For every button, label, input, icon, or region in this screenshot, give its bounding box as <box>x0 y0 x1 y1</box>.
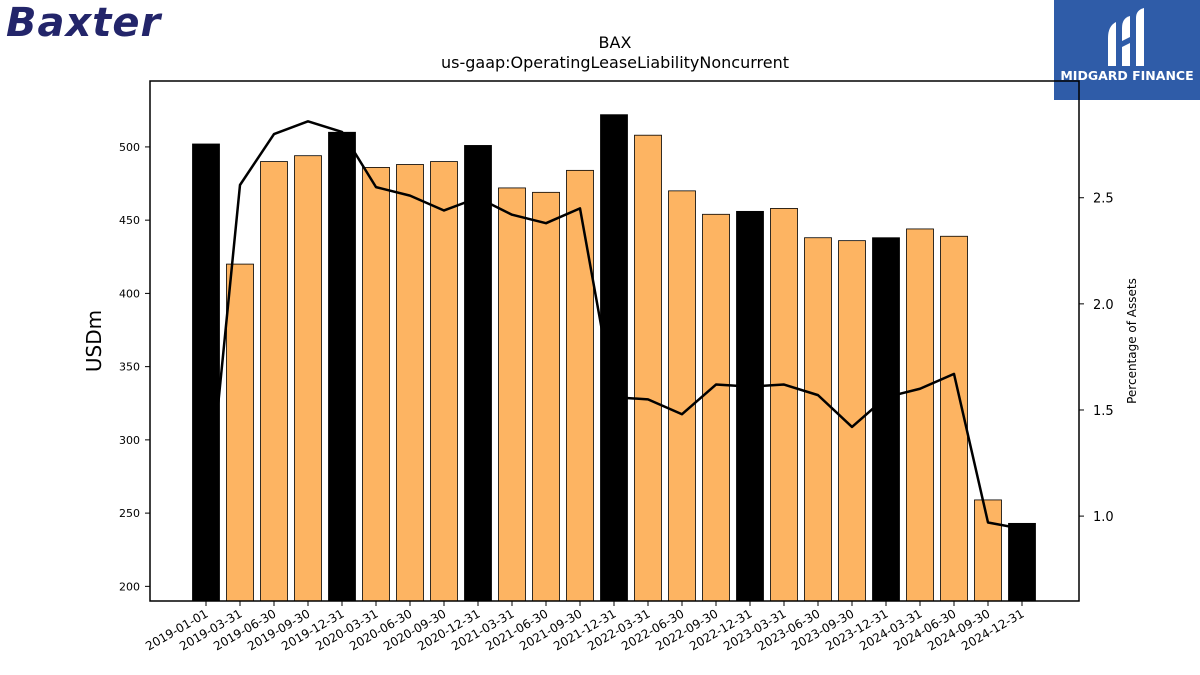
bar-2022-06-30 <box>668 190 696 602</box>
bar-2024-03-31 <box>906 228 934 602</box>
y2-axis-label: Percentage of Assets <box>1125 278 1139 404</box>
chart-subtitle: us-gaap:OperatingLeaseLiabilityNoncurren… <box>441 53 789 72</box>
y2-tick-label: 2.0 <box>1093 298 1114 313</box>
y-tick-label: 450 <box>119 214 140 227</box>
bar-2023-09-30 <box>838 240 866 602</box>
partner-logo-text: MIDGARD FINANCE <box>1060 68 1194 83</box>
bar-2019-01-01 <box>192 143 220 602</box>
bar-2019-12-31 <box>328 131 356 602</box>
y-tick-label: 350 <box>119 361 140 374</box>
y-tick-label: 250 <box>119 507 140 520</box>
y-tick-label: 500 <box>119 141 140 154</box>
bar-2019-09-30 <box>294 155 322 602</box>
bar-2023-06-30 <box>804 237 832 602</box>
bar-2022-12-31 <box>736 210 764 602</box>
y2-tick-label: 2.5 <box>1093 192 1114 207</box>
bar-2021-12-31 <box>600 114 628 602</box>
y-tick-label: 200 <box>119 580 140 593</box>
y-tick-label: 300 <box>119 434 140 447</box>
y-axis-label: USDm <box>82 310 106 372</box>
bar-2022-03-31 <box>634 134 662 602</box>
y2-tick-label: 1.5 <box>1093 404 1114 419</box>
bar-2024-12-31 <box>1008 522 1036 602</box>
bar-2019-06-30 <box>260 161 288 602</box>
bar-2021-09-30 <box>566 169 594 602</box>
partner-logo-icon <box>1108 8 1144 66</box>
chart-title: BAX <box>599 33 632 52</box>
bar-2024-09-30 <box>974 499 1002 602</box>
bar-2021-06-30 <box>532 191 560 602</box>
bar-2022-09-30 <box>702 213 730 602</box>
bar-2019-03-31 <box>226 263 254 602</box>
bar-2023-12-31 <box>872 237 900 602</box>
bar-2021-03-31 <box>498 187 526 602</box>
y-tick-label: 400 <box>119 287 140 300</box>
bar-2023-03-31 <box>770 208 798 602</box>
line-layer <box>204 120 1023 531</box>
percentage-of-assets-line <box>204 120 1023 531</box>
partner-logo: MIDGARD FINANCE <box>1054 0 1200 100</box>
bar-2020-03-31 <box>362 167 390 602</box>
company-logo: Baxter <box>6 0 162 46</box>
bar-2020-09-30 <box>430 161 458 602</box>
bar-2020-06-30 <box>396 164 424 602</box>
bar-2020-12-31 <box>464 145 492 602</box>
bars-layer <box>192 114 1036 602</box>
y2-tick-label: 1.0 <box>1093 510 1114 525</box>
